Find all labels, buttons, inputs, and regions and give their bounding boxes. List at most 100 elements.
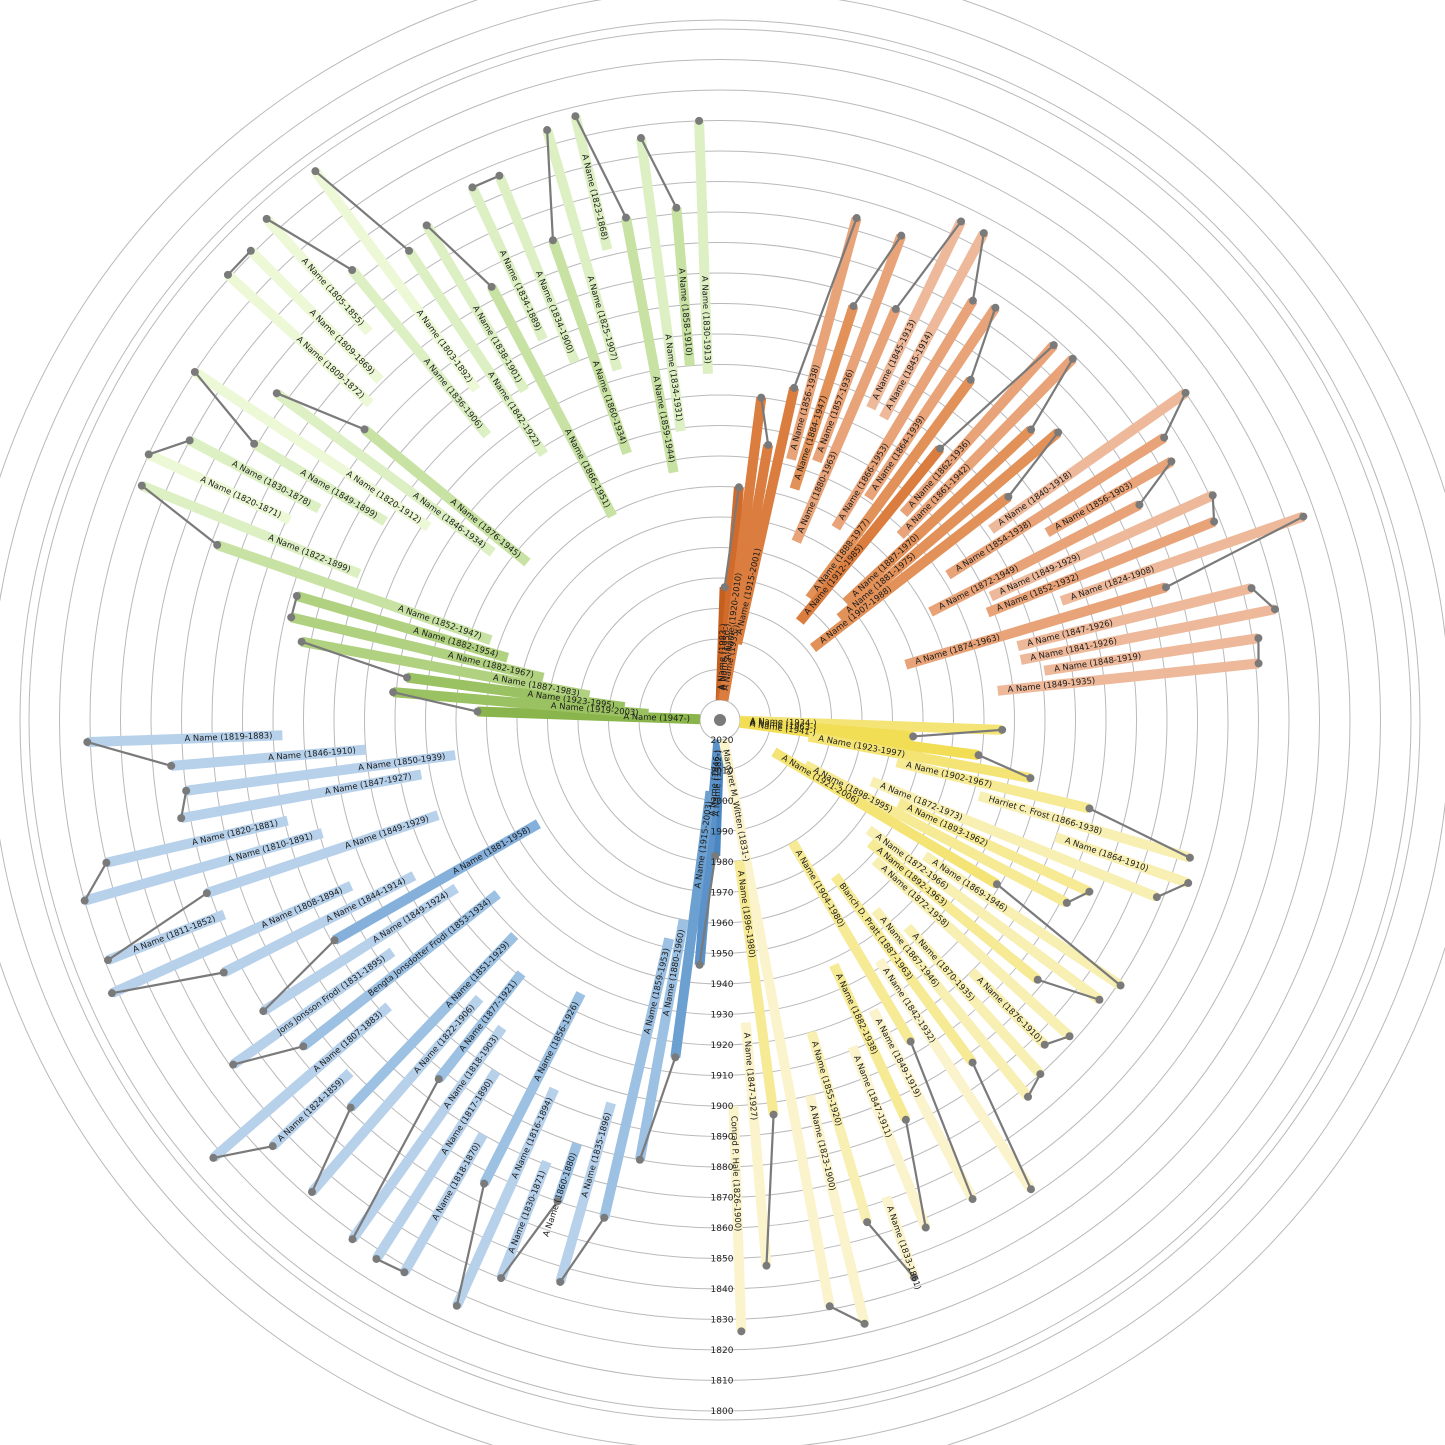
- birth-node: [556, 1277, 565, 1286]
- birth-node: [219, 968, 228, 977]
- lifespan-bar: [260, 883, 459, 1016]
- parent-link: [1163, 392, 1187, 439]
- birth-node: [1185, 853, 1194, 862]
- parent-link: [180, 790, 188, 819]
- person-label: A Name (1847-1911): [852, 1054, 894, 1139]
- parent-link: [107, 892, 208, 962]
- parent-link: [392, 691, 478, 713]
- lifespan-bar: [636, 137, 686, 432]
- parent-link: [971, 232, 985, 301]
- lifespan-bar: [988, 388, 1189, 534]
- person-label: A Name (1881-1958): [451, 824, 532, 876]
- parent-link: [455, 1183, 486, 1307]
- birth-node: [167, 761, 176, 770]
- birth-node: [209, 1153, 218, 1162]
- person-label: A Name (1866-1951): [563, 427, 613, 509]
- lifespan-bar: [552, 1141, 582, 1203]
- birth-node: [1024, 1092, 1033, 1101]
- birth-node: [487, 282, 496, 291]
- lifespan-bar: [205, 810, 440, 898]
- lifespan-bar: [865, 825, 1103, 1004]
- lifespan-bar: [728, 1105, 747, 1332]
- year-ring: [394, 394, 1046, 1046]
- birth-node: [452, 1301, 461, 1310]
- year-ring: [547, 547, 893, 893]
- lifespan-bar: [866, 838, 1041, 984]
- lifespan-bar: [831, 873, 977, 1066]
- parent-link: [971, 1062, 1032, 1190]
- year-ring: [699, 699, 741, 741]
- lifespan-bar: [215, 540, 493, 645]
- birth-node: [600, 1213, 609, 1222]
- parent-link: [471, 174, 500, 189]
- person-label: A Name (1847-1927): [742, 1032, 759, 1120]
- lifespan-bar: [967, 967, 1049, 1049]
- birth-node: [553, 1197, 562, 1206]
- birth-node: [991, 303, 1000, 312]
- year-tick-label: 1900: [711, 1102, 734, 1112]
- year-ring: [364, 364, 1076, 1076]
- lifespan-bar: [739, 717, 980, 761]
- lifespan-bar: [812, 233, 906, 464]
- person-label: A Name (1858-1910): [677, 268, 694, 356]
- birth-node: [695, 116, 704, 125]
- birth-node: [906, 1037, 915, 1046]
- year-tick-label: 1930: [711, 1011, 734, 1021]
- parent-link: [904, 1119, 927, 1228]
- lifespan-bar: [221, 871, 417, 977]
- birth-node: [1208, 491, 1217, 500]
- birth-node: [1065, 1032, 1074, 1041]
- birth-node: [102, 858, 111, 867]
- birth-node: [1247, 584, 1256, 593]
- birth-node: [190, 367, 199, 376]
- birth-node: [229, 1060, 238, 1069]
- parent-link: [639, 137, 678, 209]
- parent-link: [574, 115, 627, 219]
- year-tick-label: 1890: [711, 1133, 734, 1143]
- lifespan-bar: [308, 994, 484, 1196]
- birth-node: [259, 1007, 268, 1016]
- lifespan-bar: [494, 173, 580, 365]
- birth-node: [272, 389, 281, 398]
- birth-node: [308, 1188, 317, 1197]
- birth-node: [389, 688, 398, 697]
- year-tick-label: 1950: [711, 950, 734, 960]
- birth-node: [998, 725, 1007, 734]
- lifespan-bar: [295, 591, 510, 663]
- parent-link: [1027, 1073, 1042, 1098]
- birth-node: [1160, 433, 1169, 442]
- birth-node: [548, 236, 557, 245]
- birth-node: [103, 956, 112, 965]
- lifespan-bar: [988, 490, 1215, 602]
- birth-node: [1181, 388, 1190, 397]
- birth-node: [182, 786, 191, 795]
- birth-node: [1254, 659, 1263, 668]
- parent-link: [1030, 358, 1074, 431]
- lifespan-bar: [210, 1002, 393, 1162]
- person-label: A Name (1824-1859): [275, 1075, 346, 1143]
- person-label: A Name (1850-1939): [357, 751, 446, 772]
- year-tick-label: 1800: [711, 1407, 734, 1417]
- parent-link: [1211, 495, 1216, 522]
- birth-node: [360, 425, 369, 434]
- parent-link: [227, 250, 252, 276]
- parent-link: [83, 862, 108, 902]
- year-tick-label: 1860: [711, 1224, 734, 1234]
- lifespan-bar: [187, 435, 322, 514]
- year-tick-label: 2020: [711, 736, 734, 746]
- lifespan-bar: [788, 839, 915, 1045]
- lifespan-bar: [192, 367, 432, 532]
- birth-node: [1054, 428, 1063, 437]
- birth-node: [297, 637, 306, 646]
- person-label: A Name (1947-): [623, 711, 690, 723]
- birth-node: [1095, 995, 1104, 1004]
- lifespan-bar: [332, 819, 541, 945]
- birth-node: [403, 673, 412, 682]
- lifespan-bar: [139, 480, 362, 579]
- lifespan-bar: [496, 1159, 552, 1280]
- year-tick-label: 1830: [711, 1316, 734, 1326]
- birth-node: [1004, 492, 1013, 501]
- parent-link: [559, 1217, 606, 1283]
- year-ring: [425, 425, 1015, 1015]
- parent-link: [996, 883, 1122, 987]
